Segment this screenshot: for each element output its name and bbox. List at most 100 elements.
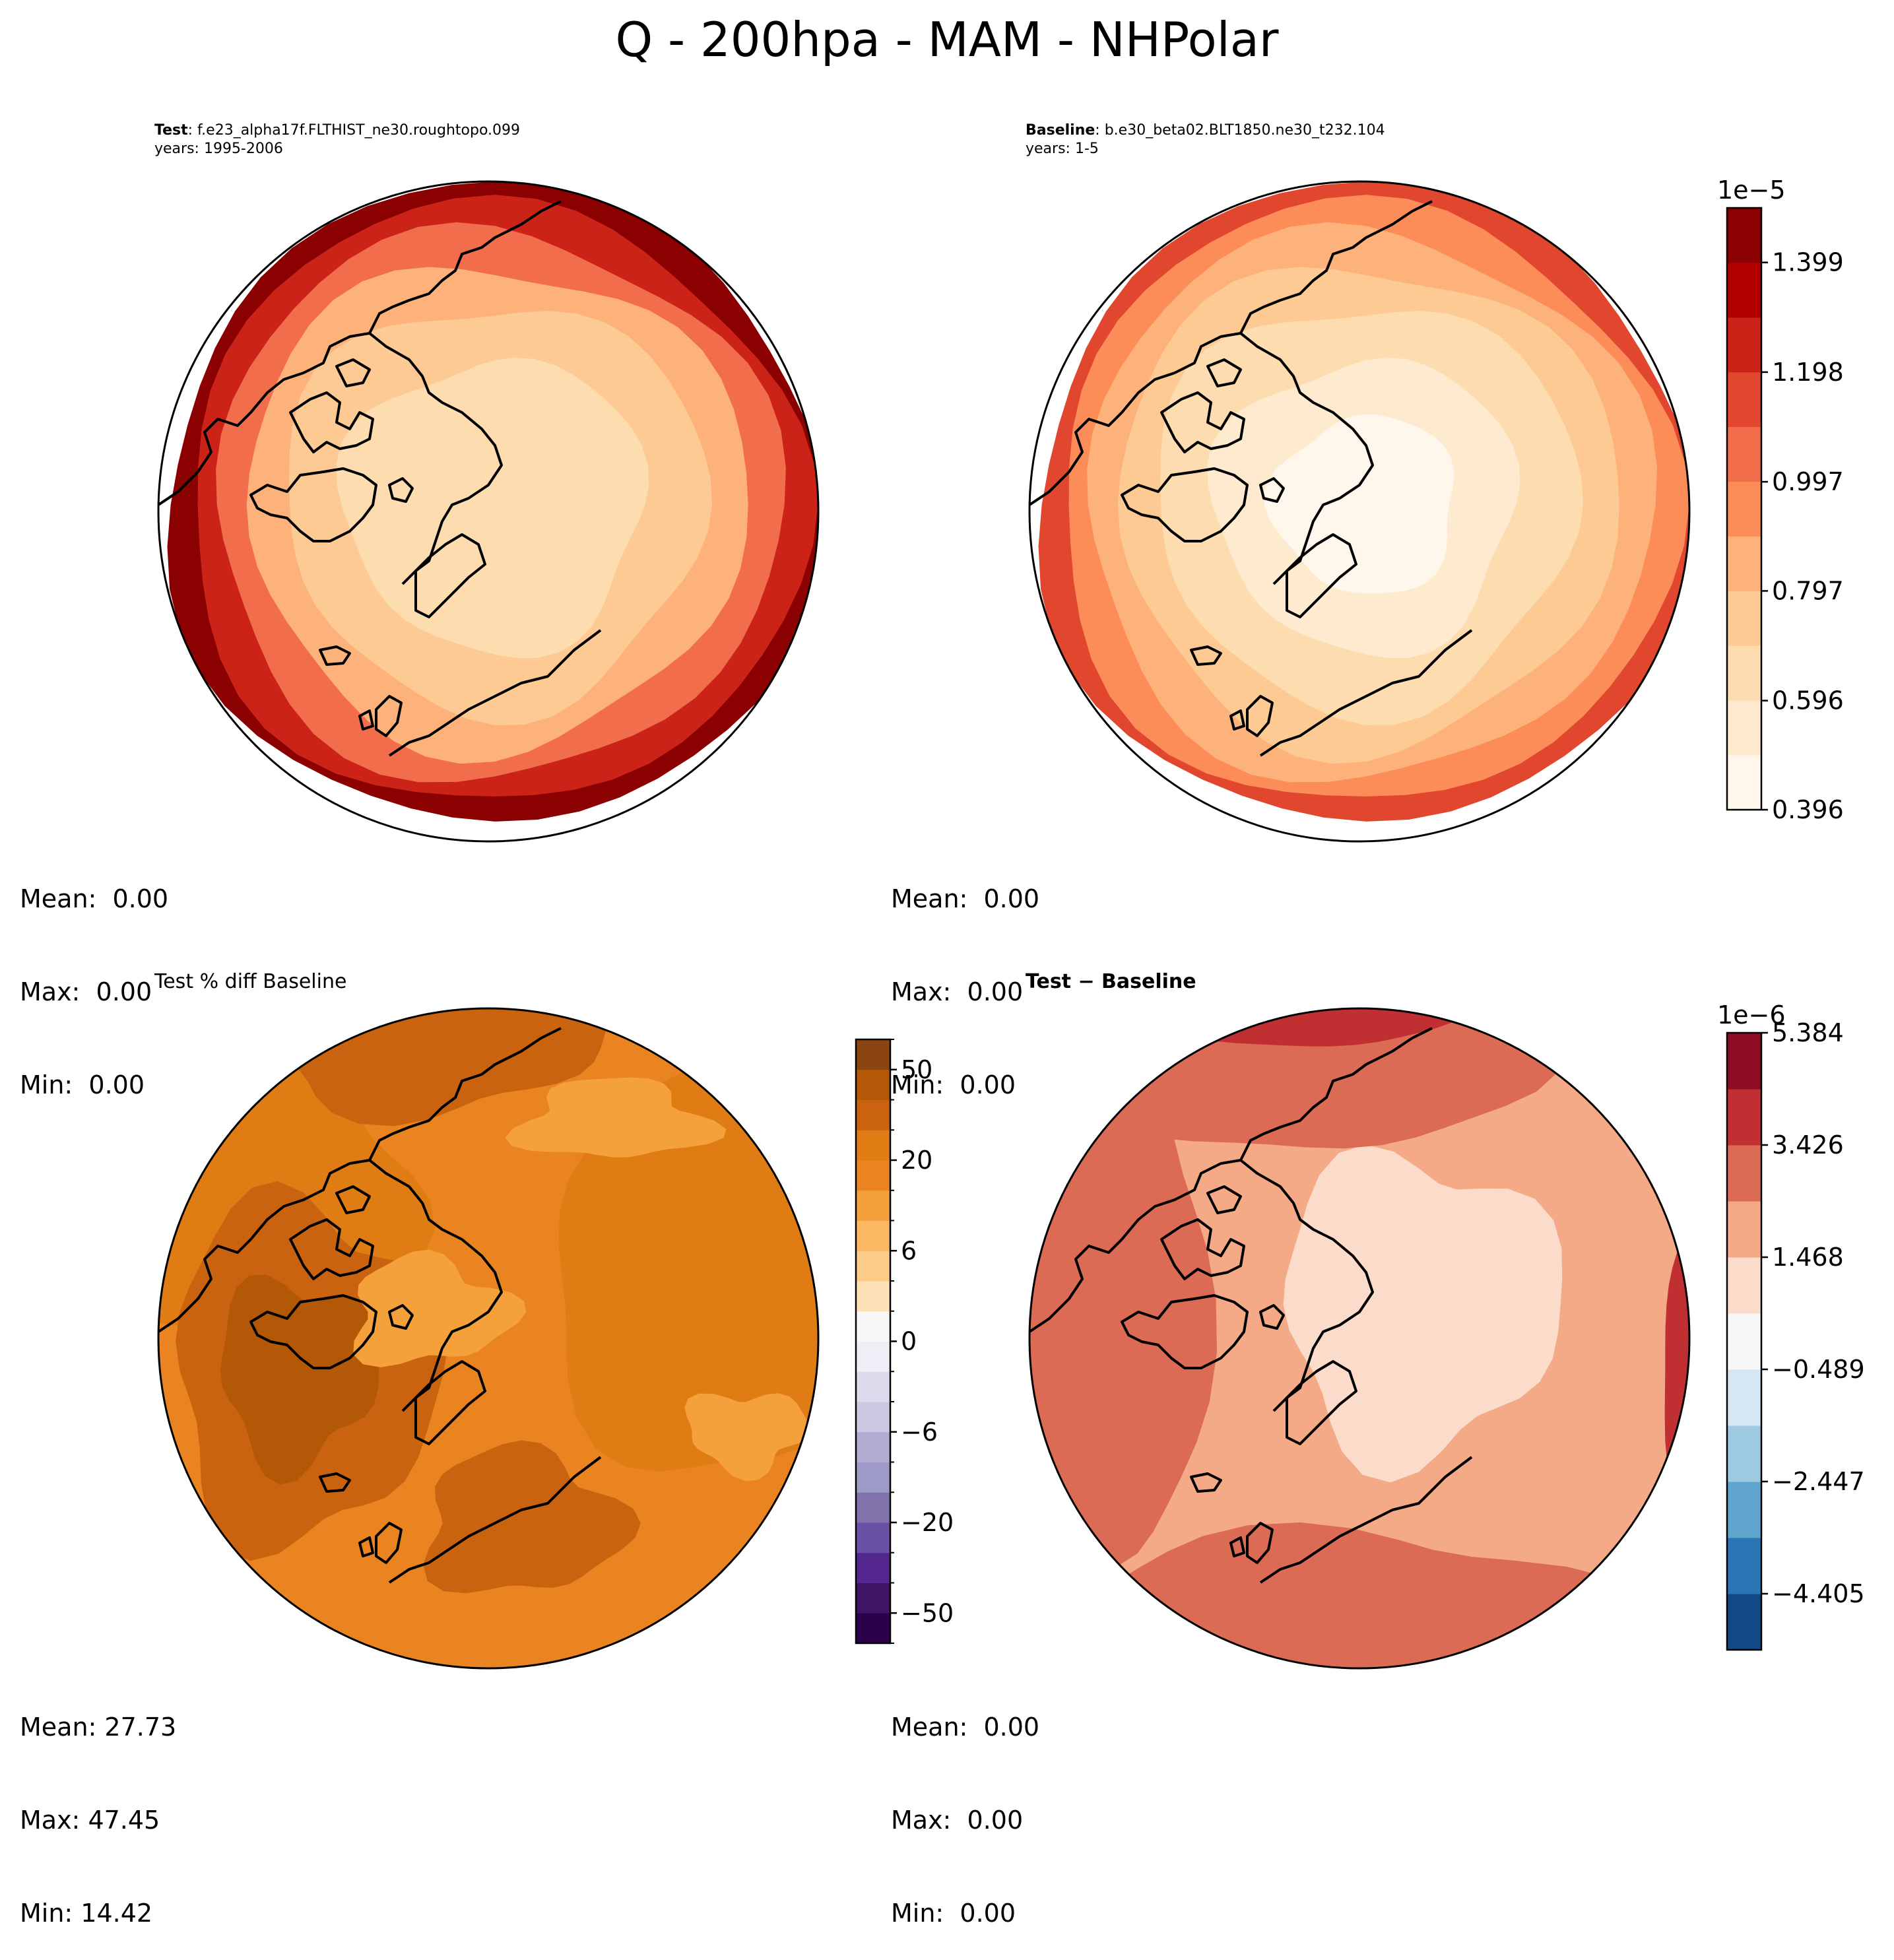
colorbar-exponent: 1e−5 — [1717, 176, 1786, 205]
colorbar-segment — [1727, 1425, 1761, 1482]
test-years: years: 1995-2006 — [154, 141, 283, 157]
coastline-8 — [319, 645, 351, 666]
colorbar-exponent: 1e−6 — [1717, 1000, 1786, 1029]
colorbar-segment — [856, 1099, 890, 1130]
colorbar-tick-label: −2.447 — [1772, 1467, 1865, 1496]
coastline-6 — [414, 1360, 486, 1445]
baseline-case-name: : b.e30_beta02.BLT1850.ne30_t232.104 — [1095, 122, 1385, 139]
diff-max: Max: 0.00 — [891, 1806, 1024, 1835]
colorbar-segment — [1727, 1369, 1761, 1426]
baseline-colorbar: 0.396 0.596 0.797 0.997 1.198 1.399 1e−5 — [1717, 176, 1844, 824]
test-label-bold: Test — [154, 122, 188, 139]
colorbar-segment — [1727, 426, 1761, 482]
coastline-5 — [1239, 1159, 1374, 1412]
field-band — [1083, 1008, 1556, 1149]
baseline-max: Max: 0.00 — [891, 977, 1024, 1006]
map-boundary — [1028, 1007, 1691, 1670]
test-map — [157, 180, 820, 843]
colorbar-segment — [1727, 317, 1761, 373]
colorbar-tick-label: 3.426 — [1772, 1130, 1844, 1160]
coastline-2 — [1206, 1185, 1242, 1214]
coastline-0 — [249, 1294, 377, 1369]
colorbar-segment — [856, 1160, 890, 1191]
diff-panel-title: Test − Baseline — [1026, 970, 1196, 993]
baseline-stats: Mean: 0.00 Max: 0.00 Min: 0.00 — [891, 822, 1039, 1132]
map-boundary — [1028, 180, 1691, 843]
colorbar-segment — [1727, 700, 1761, 756]
pctdiff-max: Max: 47.45 — [20, 1806, 160, 1835]
colorbar-segment — [1727, 208, 1761, 263]
coastline-8 — [319, 1472, 351, 1493]
coastline-10 — [358, 709, 374, 731]
pctdiff-min: Min: 14.42 — [20, 1899, 153, 1928]
field-band — [423, 1440, 641, 1594]
colorbar-tick-label: 0 — [901, 1327, 917, 1356]
colorbar-segment — [1727, 1257, 1761, 1314]
coastline-1 — [1160, 1218, 1245, 1280]
coastline-3 — [1029, 332, 1241, 506]
colorbar-segment — [856, 1613, 890, 1644]
colorbar-segment — [856, 1522, 890, 1553]
coastline-9 — [1246, 1522, 1274, 1564]
test-stats: Mean: 0.00 Max: 0.00 Min: 0.00 — [20, 822, 168, 1132]
field-band — [558, 1066, 818, 1472]
coastline-0 — [1121, 1294, 1249, 1369]
coastline-1 — [1160, 391, 1245, 453]
colorbar-segment — [1727, 372, 1761, 428]
diff-mean: Mean: 0.00 — [891, 1713, 1040, 1742]
coastline-7 — [1259, 1304, 1285, 1330]
coastline-8 — [1190, 645, 1222, 666]
coastline-11 — [388, 1456, 602, 1584]
colorbar-segment — [1727, 1033, 1761, 1090]
colorbar-tick-label: 1.468 — [1772, 1243, 1844, 1272]
coastline-2 — [1206, 358, 1242, 387]
colorbar-segment — [856, 1402, 890, 1433]
colorbar-tick-label: 50 — [901, 1055, 932, 1084]
pctdiff-colorbar: 50 20 6 0 −6 −20 −50 — [855, 1038, 954, 1645]
coastline-0 — [1121, 467, 1249, 542]
baseline-mean: Mean: 0.00 — [891, 884, 1040, 913]
colorbar-segment — [856, 1039, 890, 1070]
pctdiff-map — [157, 1007, 820, 1670]
pctdiff-stats: Mean: 27.73 Max: 47.45 Min: 14.42 — [20, 1650, 176, 1960]
coastline-2 — [335, 358, 371, 387]
field-band — [1082, 1522, 1648, 1668]
test-mean: Mean: 0.00 — [20, 884, 169, 913]
colorbar-segment — [856, 1371, 890, 1402]
colorbar-segment — [856, 1069, 890, 1100]
coastline-11 — [1259, 1456, 1473, 1584]
coastline-3 — [1029, 1159, 1241, 1333]
colorbar-tick-label: −4.405 — [1772, 1579, 1865, 1608]
map-field — [158, 181, 818, 822]
coastline-10 — [1229, 1536, 1245, 1557]
colorbar-segment — [1727, 1538, 1761, 1594]
coastline-5 — [368, 1159, 503, 1412]
test-panel-header: Test: f.e23_alpha17f.FLTHIST_ne30.rought… — [154, 121, 520, 158]
coastline-9 — [1246, 695, 1274, 737]
baseline-panel-header: Baseline: b.e30_beta02.BLT1850.ne30_t232… — [1026, 121, 1385, 158]
field-band — [1283, 1144, 1563, 1483]
colorbar-segment — [856, 1281, 890, 1312]
colorbar-segment — [856, 1220, 890, 1251]
colorbar-segment — [856, 1341, 890, 1372]
colorbar-segment — [1727, 262, 1761, 318]
coastline-4 — [1239, 200, 1433, 334]
colorbar-segment — [856, 1431, 890, 1462]
field-band — [505, 1077, 727, 1158]
colorbar-tick-label: 0.396 — [1772, 795, 1844, 824]
diff-stats: Mean: 0.00 Max: 0.00 Min: 0.00 — [891, 1650, 1039, 1960]
map-boundary — [157, 1007, 820, 1670]
colorbar-segment — [856, 1492, 890, 1523]
coastline-11 — [1259, 629, 1473, 757]
coastline-7 — [388, 477, 414, 503]
coastline-9 — [375, 1522, 403, 1564]
coastline-4 — [368, 1027, 562, 1161]
figure-title: Q - 200hpa - MAM - NHPolar — [615, 12, 1279, 67]
colorbar-tick-label: −20 — [901, 1508, 954, 1537]
colorbar-segment — [856, 1311, 890, 1342]
field-band — [220, 1274, 379, 1485]
coastline-5 — [368, 332, 503, 585]
colorbar-outline — [1726, 207, 1763, 811]
baseline-label-bold: Baseline — [1026, 122, 1095, 139]
coastline-7 — [1259, 477, 1285, 503]
